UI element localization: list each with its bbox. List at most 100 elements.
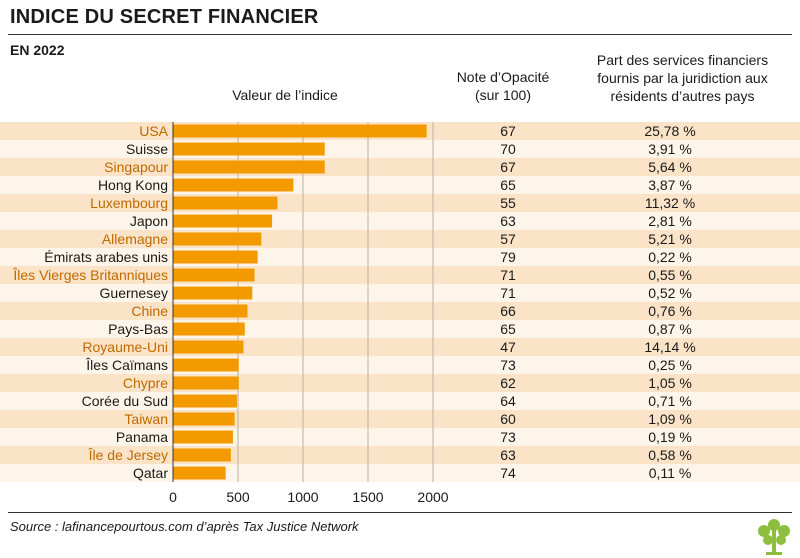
bar (173, 430, 233, 444)
x-tick-label: 2000 (417, 489, 448, 505)
share-value: 0,19 % (648, 429, 692, 445)
source-note: Source : lafinancepourtous.com d’après T… (10, 519, 359, 534)
opacity-score: 70 (500, 141, 516, 157)
share-value: 0,52 % (648, 285, 692, 301)
country-label: Émirats arabes unis (44, 249, 168, 265)
country-label: Singapour (104, 159, 168, 175)
country-label: Suisse (125, 141, 168, 157)
country-label: Îles Vierges Britanniques (13, 267, 168, 283)
share-value: 5,21 % (648, 231, 692, 247)
opacity-score: 66 (500, 303, 516, 319)
opacity-score: 71 (500, 267, 516, 283)
country-label: Panama (115, 429, 168, 445)
opacity-score: 74 (500, 465, 516, 481)
opacity-score: 71 (500, 285, 516, 301)
country-label: Pays-Bas (108, 321, 168, 337)
bar (173, 160, 325, 174)
country-label: Îles Caïmans (86, 357, 168, 373)
bar (173, 178, 294, 192)
opacity-score: 65 (500, 177, 516, 193)
country-label: Qatar (132, 465, 168, 481)
share-value: 3,87 % (648, 177, 692, 193)
country-label: Hong Kong (97, 177, 168, 193)
tree-logo-icon (758, 519, 790, 555)
opacity-column-header: Note d’Opacité (sur 100) (438, 68, 568, 104)
share-value: 25,78 % (644, 123, 696, 139)
country-label: Royaume-Uni (82, 339, 168, 355)
x-tick-label: 0 (169, 489, 177, 505)
chart-title: INDICE DU SECRET FINANCIER (10, 6, 319, 28)
bar (173, 232, 262, 246)
opacity-score: 64 (500, 393, 516, 409)
country-label: Taiwan (124, 411, 168, 427)
index-column-header: Valeur de l’indice (232, 87, 338, 103)
country-label: Chine (131, 303, 168, 319)
share-value: 0,76 % (648, 303, 692, 319)
opacity-score: 63 (500, 213, 516, 229)
bar (173, 124, 427, 138)
opacity-header-line2: (sur 100) (474, 87, 532, 103)
country-label: Allemagne (101, 231, 168, 247)
country-label: Guernesey (99, 285, 168, 301)
bar (173, 286, 253, 300)
share-value: 0,58 % (648, 447, 692, 463)
bar (173, 448, 231, 462)
bar (173, 304, 248, 318)
share-header-line3: résidents d’autres pays (610, 88, 755, 104)
bar (173, 466, 226, 480)
country-label: USA (139, 123, 168, 139)
bar (173, 376, 239, 390)
share-value: 11,32 % (644, 195, 696, 211)
opacity-score: 67 (500, 123, 516, 139)
share-value: 0,71 % (648, 393, 692, 409)
share-value: 0,25 % (648, 357, 692, 373)
opacity-score: 55 (500, 195, 516, 211)
share-header-line2: fournis par la juridiction aux (597, 70, 768, 86)
bar (173, 214, 273, 228)
country-label: Corée du Sud (81, 393, 168, 409)
country-label: Luxembourg (90, 195, 168, 211)
bar (173, 322, 245, 336)
x-tick-label: 1000 (287, 489, 318, 505)
opacity-score: 67 (500, 159, 516, 175)
share-value: 1,09 % (648, 411, 692, 427)
bar (173, 412, 235, 426)
share-value: 3,91 % (648, 141, 692, 157)
bar (173, 250, 258, 264)
opacity-score: 79 (500, 249, 516, 265)
bar (173, 142, 325, 156)
share-value: 1,05 % (648, 375, 692, 391)
share-value: 0,87 % (648, 321, 692, 337)
opacity-score: 73 (500, 429, 516, 445)
opacity-score: 73 (500, 357, 516, 373)
opacity-score: 47 (500, 339, 516, 355)
share-value: 5,64 % (648, 159, 692, 175)
share-value: 0,11 % (648, 465, 692, 481)
x-tick-label: 500 (226, 489, 250, 505)
country-label: Chypre (122, 375, 168, 391)
title-divider (8, 34, 792, 35)
footer-divider (8, 512, 792, 513)
share-value: 0,55 % (648, 267, 692, 283)
opacity-score: 63 (500, 447, 516, 463)
x-tick-label: 1500 (352, 489, 383, 505)
share-column-header: Part des services financiers fournis par… (575, 51, 790, 105)
country-label: Île de Jersey (88, 447, 168, 463)
bar (173, 394, 237, 408)
opacity-score: 65 (500, 321, 516, 337)
chart-subtitle: EN 2022 (10, 42, 65, 58)
opacity-score: 60 (500, 411, 516, 427)
bar (173, 268, 255, 282)
share-value: 14,14 % (644, 339, 696, 355)
bar (173, 358, 239, 372)
opacity-score: 62 (500, 375, 516, 391)
share-value: 2,81 % (648, 213, 692, 229)
country-label: Japon (129, 213, 168, 229)
bar (173, 340, 244, 354)
share-header-line1: Part des services financiers (596, 52, 769, 68)
share-value: 0,22 % (648, 249, 692, 265)
opacity-header-line1: Note d’Opacité (456, 69, 550, 85)
bar (173, 196, 278, 210)
opacity-score: 57 (500, 231, 516, 247)
